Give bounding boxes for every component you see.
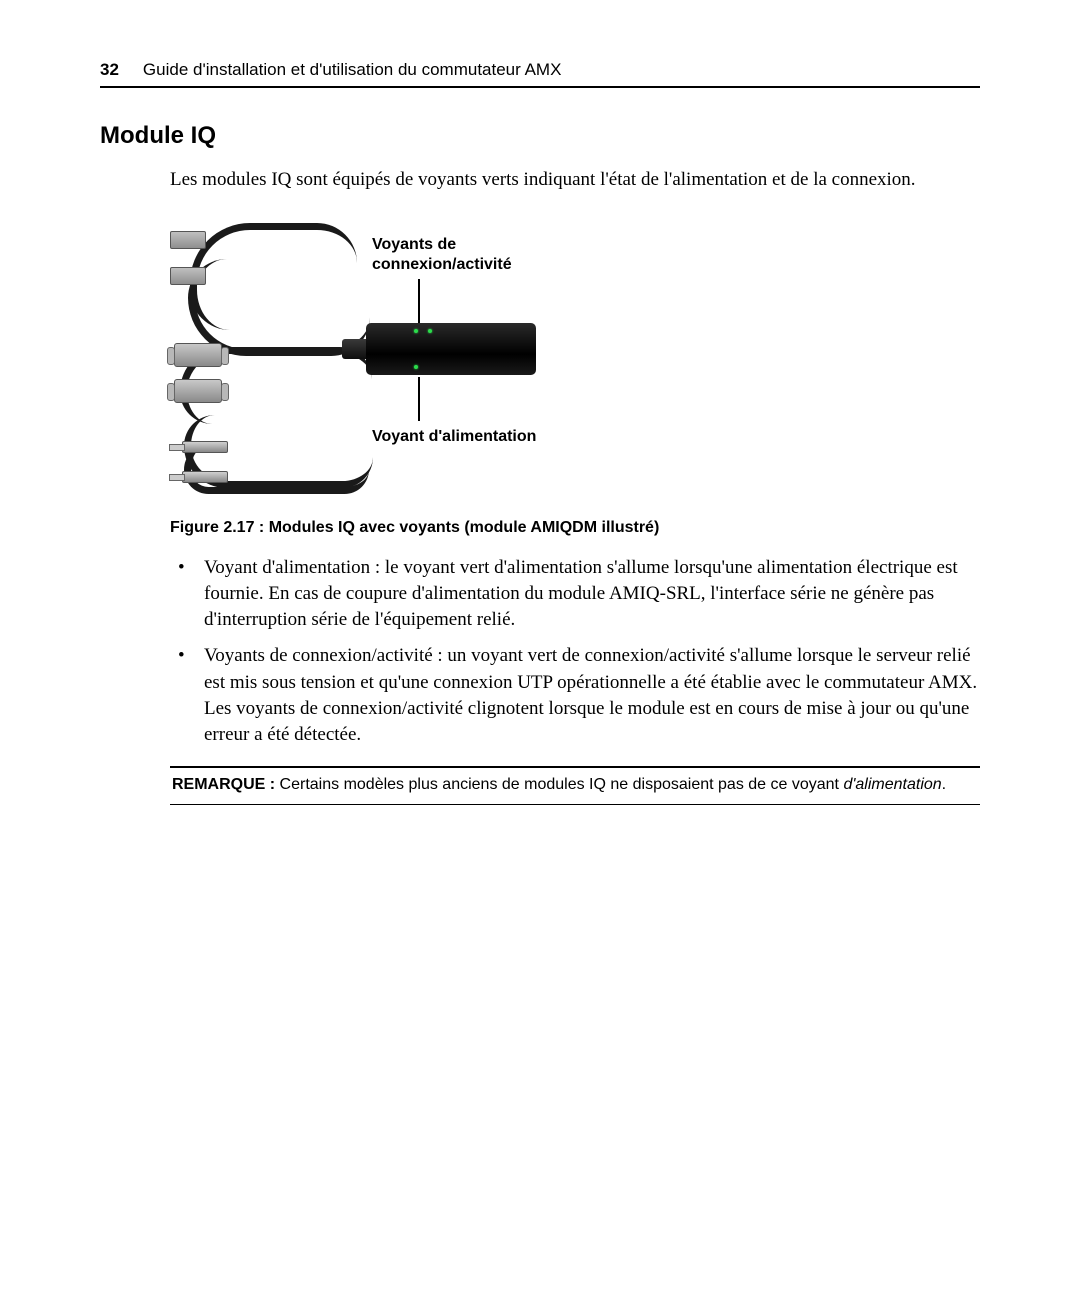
module-body [366,323,536,375]
note-label: REMARQUE : [172,776,275,793]
note-box: REMARQUE : Certains modèles plus anciens… [170,766,980,804]
callout-line-top [418,279,420,323]
document-page: 32 Guide d'installation et d'utilisation… [0,0,1080,1296]
bullet-item-2: Voyants de connexion/activité : un voyan… [170,643,980,748]
figure-container: Voyants de connexion/activité Voyant d'a… [170,219,980,499]
bullet-list: Voyant d'alimentation : le voyant vert d… [170,555,980,749]
section-heading: Module IQ [100,122,980,150]
led-activity-2 [428,329,432,333]
callout-power: Voyant d'alimentation [372,427,542,447]
vga-connector-1 [174,343,222,367]
audio-connector-2 [182,471,228,483]
page-number: 32 [100,60,119,80]
iq-module-figure: Voyants de connexion/activité Voyant d'a… [170,219,538,499]
note-text-2: . [942,776,946,793]
page-header: 32 Guide d'installation et d'utilisation… [100,60,980,88]
callout-line-bottom [418,377,420,421]
led-activity-1 [414,329,418,333]
intro-paragraph: Les modules IQ sont équipés de voyants v… [170,168,980,193]
note-italic: d'alimentation [843,776,941,793]
callout-connection-activity: Voyants de connexion/activité [372,235,542,275]
figure-caption: Figure 2.17 : Modules IQ avec voyants (m… [170,519,980,537]
header-title: Guide d'installation et d'utilisation du… [143,60,562,80]
audio-connector-1 [182,441,228,453]
bullet-item-1: Voyant d'alimentation : le voyant vert d… [170,555,980,634]
ps2-connector-1 [170,231,206,249]
note-text-1: Certains modèles plus anciens de modules… [275,776,843,793]
ps2-connector-2 [170,267,206,285]
vga-connector-2 [174,379,222,403]
led-power [414,365,418,369]
